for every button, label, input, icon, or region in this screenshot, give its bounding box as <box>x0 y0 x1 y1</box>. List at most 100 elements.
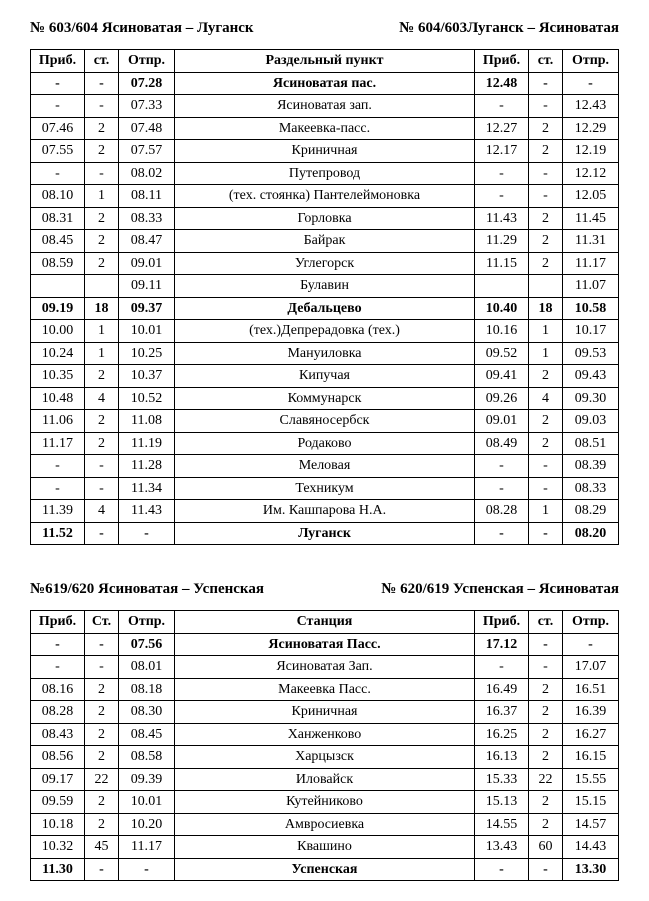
route-title-right-2: № 620/619 Успенская – Ясиноватая <box>381 581 619 598</box>
table-row: 08.59209.01Углегорск11.15211.17 <box>31 252 619 275</box>
cell-s1: - <box>85 858 119 881</box>
cell-a2: - <box>475 477 529 500</box>
route-title-right-1: № 604/603Луганск – Ясиноватая <box>399 20 619 37</box>
cell-a2: 09.01 <box>475 410 529 433</box>
cell-s2: 2 <box>529 813 563 836</box>
cell-a1: 09.17 <box>31 768 85 791</box>
cell-s1: - <box>85 477 119 500</box>
col-arr1: Приб. <box>31 50 85 73</box>
cell-s1: 1 <box>85 342 119 365</box>
cell-n: Им. Кашпарова Н.А. <box>175 500 475 523</box>
cell-a2: 16.37 <box>475 701 529 724</box>
cell-s1: 2 <box>85 140 119 163</box>
cell-a1: 11.06 <box>31 410 85 433</box>
cell-a1: 10.32 <box>31 836 85 859</box>
table-row: 11.52--Луганск--08.20 <box>31 522 619 545</box>
cell-n: Макеевка-пасс. <box>175 117 475 140</box>
table-row: 11.39411.43Им. Кашпарова Н.А.08.28108.29 <box>31 500 619 523</box>
cell-s2: - <box>529 162 563 185</box>
cell-a1: 08.45 <box>31 230 85 253</box>
cell-d2: 15.55 <box>563 768 619 791</box>
cell-a2: 09.26 <box>475 387 529 410</box>
cell-a1: 10.48 <box>31 387 85 410</box>
cell-d2: - <box>563 633 619 656</box>
cell-a2: 12.17 <box>475 140 529 163</box>
cell-a1: - <box>31 477 85 500</box>
cell-d1: 09.11 <box>119 275 175 298</box>
cell-n: Луганск <box>175 522 475 545</box>
cell-a1: 10.24 <box>31 342 85 365</box>
cell-s2 <box>529 275 563 298</box>
table-row: 10.324511.17Квашино13.436014.43 <box>31 836 619 859</box>
cell-s2: 2 <box>529 746 563 769</box>
cell-s1: - <box>85 162 119 185</box>
table-row: 09.191809.37Дебальцево10.401810.58 <box>31 297 619 320</box>
cell-s1 <box>85 275 119 298</box>
cell-d1: 10.20 <box>119 813 175 836</box>
cell-d1: 07.56 <box>119 633 175 656</box>
cell-d1: 08.18 <box>119 678 175 701</box>
table-row: 10.00110.01(тех.)Депрерадовка (тех.)10.1… <box>31 320 619 343</box>
cell-s2: 2 <box>529 117 563 140</box>
table-row: 07.46207.48Макеевка-пасс.12.27212.29 <box>31 117 619 140</box>
cell-s2: 1 <box>529 342 563 365</box>
cell-s2: 2 <box>529 140 563 163</box>
cell-s1: - <box>85 455 119 478</box>
cell-n: Горловка <box>175 207 475 230</box>
cell-n: Макеевка Пасс. <box>175 678 475 701</box>
cell-d2: 14.57 <box>563 813 619 836</box>
cell-s2: - <box>529 185 563 208</box>
cell-a2: - <box>475 162 529 185</box>
cell-a2: - <box>475 858 529 881</box>
col-stop2: ст. <box>529 611 563 634</box>
table-row: 10.18210.20Амвросиевка14.55214.57 <box>31 813 619 836</box>
cell-d2: 11.31 <box>563 230 619 253</box>
cell-a2 <box>475 275 529 298</box>
cell-a1: 09.19 <box>31 297 85 320</box>
cell-a1: 11.17 <box>31 432 85 455</box>
cell-a1: 08.16 <box>31 678 85 701</box>
cell-s1: 2 <box>85 678 119 701</box>
cell-d1: 10.25 <box>119 342 175 365</box>
cell-n: Техникум <box>175 477 475 500</box>
cell-d2: 13.30 <box>563 858 619 881</box>
cell-a1: 11.30 <box>31 858 85 881</box>
col-dep2: Отпр. <box>563 611 619 634</box>
table-row: 08.45208.47Байрак11.29211.31 <box>31 230 619 253</box>
table-row: 11.30--Успенская--13.30 <box>31 858 619 881</box>
cell-s1: 2 <box>85 791 119 814</box>
cell-d1: 08.01 <box>119 656 175 679</box>
cell-a1: - <box>31 656 85 679</box>
cell-s2: 18 <box>529 297 563 320</box>
cell-n: (тех. стоянка) Пантелеймоновка <box>175 185 475 208</box>
col-arr2: Приб. <box>475 50 529 73</box>
table-row: 09.59210.01Кутейниково15.13215.15 <box>31 791 619 814</box>
cell-d1: 11.08 <box>119 410 175 433</box>
cell-a2: 13.43 <box>475 836 529 859</box>
col-arr2: Приб. <box>475 611 529 634</box>
cell-a1: 08.10 <box>31 185 85 208</box>
table-header-row: Приб. ст. Отпр. Раздельный пункт Приб. с… <box>31 50 619 73</box>
cell-a2: - <box>475 522 529 545</box>
cell-d2: 08.29 <box>563 500 619 523</box>
cell-a1: 10.00 <box>31 320 85 343</box>
cell-d1: 08.30 <box>119 701 175 724</box>
cell-d1: 10.37 <box>119 365 175 388</box>
cell-a2: 10.16 <box>475 320 529 343</box>
cell-d1: 08.33 <box>119 207 175 230</box>
table-row: 08.16208.18Макеевка Пасс.16.49216.51 <box>31 678 619 701</box>
cell-d1: 08.11 <box>119 185 175 208</box>
cell-d2: 10.58 <box>563 297 619 320</box>
cell-n: Ясиноватая пас. <box>175 72 475 95</box>
route-title-left-2: №619/620 Ясиноватая – Успенская <box>30 581 264 598</box>
cell-s1: 2 <box>85 701 119 724</box>
table-row: 08.43208.45Ханженково16.25216.27 <box>31 723 619 746</box>
col-arr1: Приб. <box>31 611 85 634</box>
cell-s2: 2 <box>529 230 563 253</box>
cell-a2: 10.40 <box>475 297 529 320</box>
cell-n: Байрак <box>175 230 475 253</box>
cell-d2: 09.30 <box>563 387 619 410</box>
cell-a1: 10.35 <box>31 365 85 388</box>
cell-d1: 11.34 <box>119 477 175 500</box>
cell-a2: 08.49 <box>475 432 529 455</box>
